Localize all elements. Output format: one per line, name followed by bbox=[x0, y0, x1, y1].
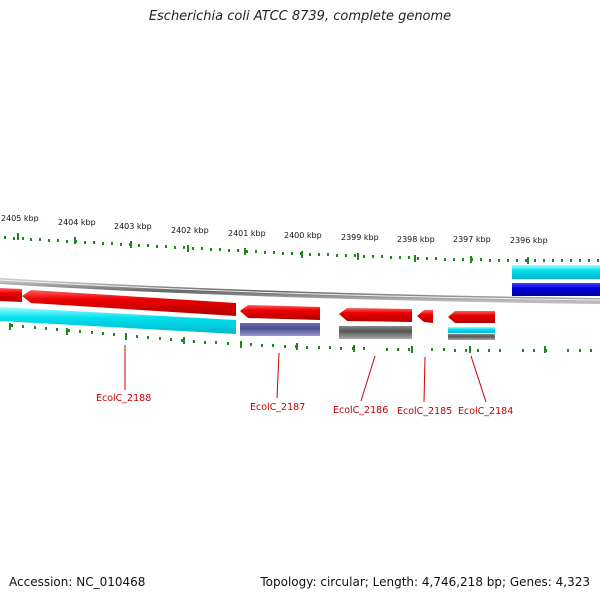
inner-tick-ring bbox=[9, 323, 592, 353]
gene-label-ecolc-2187: EcolC_2187 bbox=[250, 402, 305, 413]
outer-major-ticks bbox=[17, 233, 529, 264]
accession-label: Accession: NC_010468 bbox=[9, 575, 146, 589]
gene-label-ecolc-2188: EcolC_2188 bbox=[96, 393, 151, 404]
gene-label-ecolc-2185: EcolC_2185 bbox=[397, 406, 452, 417]
inner-major-ticks bbox=[9, 323, 546, 353]
leader-line bbox=[360, 355, 376, 402]
cds-arrow-ecolc-2186 bbox=[339, 308, 412, 322]
cds-arrow-ecolc-2184 bbox=[448, 311, 495, 323]
feature-cyan-reverse bbox=[0, 307, 236, 334]
genome-backbone-highlight bbox=[0, 279, 600, 301]
feature-cyan-small bbox=[448, 327, 495, 333]
gene-label-ecolc-2184: EcolC_2184 bbox=[458, 406, 513, 417]
feature-cyan-forward bbox=[512, 265, 600, 279]
cds-arrow-partial bbox=[0, 288, 22, 302]
inner-minor-ticks bbox=[11, 324, 592, 352]
kbp-label: 2401 kbp bbox=[228, 229, 266, 238]
feature-purple bbox=[240, 323, 320, 336]
outer-tick-ring: 2405 kbp 2404 kbp 2403 kbp 2402 kbp 2401… bbox=[1, 214, 599, 264]
kbp-label: 2400 kbp bbox=[284, 231, 322, 240]
feature-gray-small bbox=[448, 334, 495, 340]
map-title: Escherichia coli ATCC 8739, complete gen… bbox=[148, 9, 452, 24]
cds-arrow-ecolc-2187 bbox=[240, 305, 320, 320]
leader-line bbox=[276, 352, 280, 399]
cds-track bbox=[0, 288, 495, 323]
kbp-label: 2403 kbp bbox=[114, 222, 152, 231]
genome-summary: Topology: circular; Length: 4,746,218 bp… bbox=[260, 575, 590, 589]
kbp-label: 2404 kbp bbox=[58, 218, 96, 227]
kbp-label: 2397 kbp bbox=[453, 235, 491, 244]
kbp-label: 2402 kbp bbox=[171, 226, 209, 235]
feature-gray bbox=[339, 326, 412, 339]
feature-track-2 bbox=[0, 307, 495, 340]
kbp-label: 2399 kbp bbox=[341, 233, 379, 242]
gene-label-ecolc-2186: EcolC_2186 bbox=[333, 405, 388, 416]
gene-label-leaders bbox=[124, 345, 487, 403]
genome-backbone bbox=[0, 278, 600, 304]
feature-blue-forward bbox=[512, 283, 600, 296]
cds-arrow-ecolc-2185 bbox=[417, 310, 433, 323]
kbp-label: 2405 kbp bbox=[1, 214, 39, 223]
kbp-label: 2398 kbp bbox=[397, 235, 435, 244]
cds-arrow-ecolc-2188 bbox=[22, 290, 236, 316]
leader-line bbox=[470, 355, 487, 403]
kbp-label: 2396 kbp bbox=[510, 236, 548, 245]
leader-line bbox=[423, 356, 426, 403]
